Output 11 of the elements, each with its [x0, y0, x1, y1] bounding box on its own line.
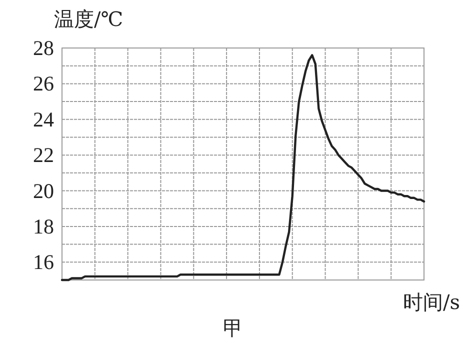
- y-tick-label: 26: [33, 72, 54, 96]
- x-axis-title: 时间/s: [402, 290, 460, 314]
- text: 甲: [223, 318, 243, 340]
- y-tick-label: 20: [33, 178, 54, 203]
- y-axis-title: 温度/℃: [54, 7, 124, 31]
- y-tick-label: 18: [33, 214, 54, 238]
- line-series: [60, 54, 426, 282]
- y-tick-label: 22: [33, 143, 54, 168]
- y-tick-label: 24: [33, 107, 54, 132]
- y-tick-label: 16: [33, 250, 54, 274]
- y-tick-label: 28: [33, 36, 54, 60]
